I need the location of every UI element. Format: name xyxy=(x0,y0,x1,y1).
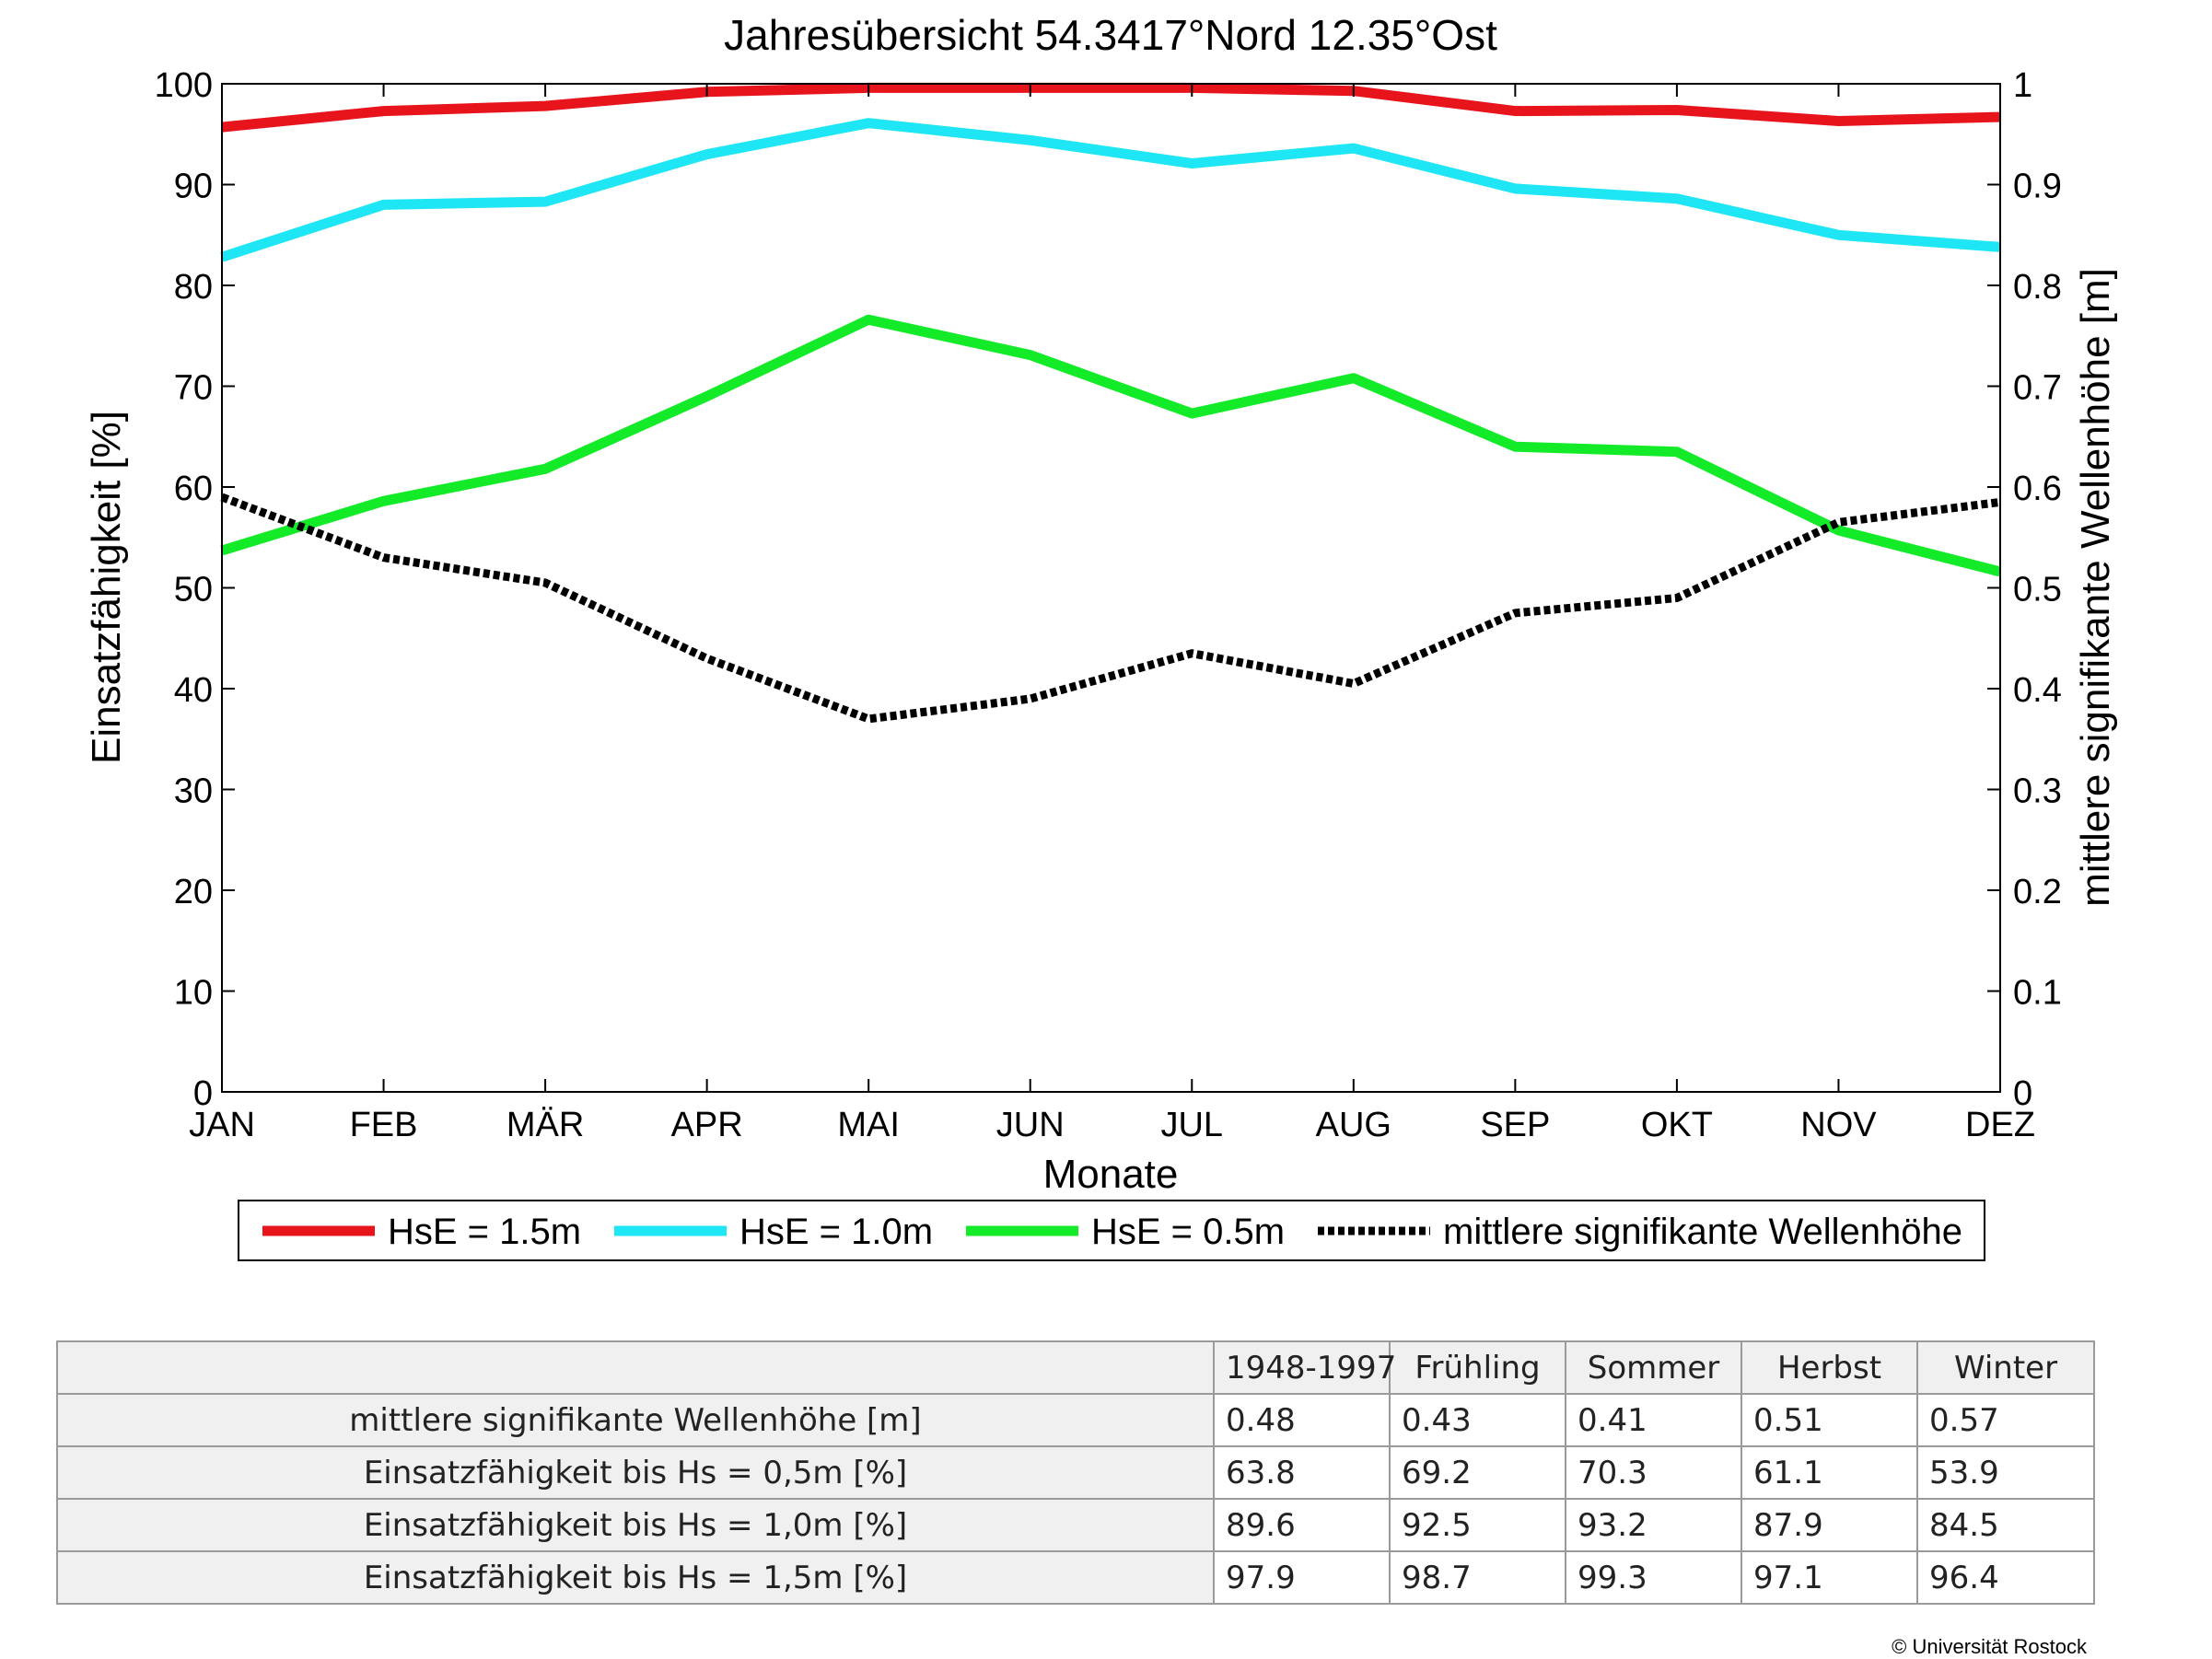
table-cell: 84.5 xyxy=(1917,1499,2094,1551)
row-label: mittlere signifikante Wellenhöhe [m] xyxy=(57,1394,1214,1446)
table-cell: 98.7 xyxy=(1390,1551,1566,1604)
x-tick-label: NOV xyxy=(1800,1106,1877,1144)
table-header-row: 1948-1997 Frühling Sommer Herbst Winter xyxy=(57,1341,2094,1394)
copyright-notice: © Universität Rostock xyxy=(1892,1635,2087,1659)
x-axis-label: Monate xyxy=(1043,1152,1179,1197)
y-tick-label: 90 xyxy=(174,168,213,206)
table-row: Einsatzfähigkeit bis Hs = 0,5m [%] 63.8 … xyxy=(57,1446,2094,1499)
y-tick-label: 30 xyxy=(174,772,213,811)
plot-area-frame xyxy=(222,84,2000,1092)
legend-label-1: HsE = 1.5m xyxy=(388,1212,581,1252)
table-header-autumn: Herbst xyxy=(1741,1341,1917,1394)
table-cell: 0.41 xyxy=(1566,1394,1741,1446)
legend-label-3: HsE = 0.5m xyxy=(1091,1212,1285,1252)
y-tick-label: 70 xyxy=(174,369,213,408)
table-row: Einsatzfähigkeit bis Hs = 1,0m [%] 89.6 … xyxy=(57,1499,2094,1551)
y-tick-label: 10 xyxy=(174,974,213,1013)
y2-tick-label: 0.4 xyxy=(2013,671,2062,710)
series-line-1 xyxy=(222,87,2000,127)
y2-tick-label: 0.2 xyxy=(2013,873,2062,911)
legend: HsE = 1.5m HsE = 1.0m HsE = 0.5m mittlere s… xyxy=(239,1201,1985,1260)
series-line-4 xyxy=(222,497,2000,719)
row-label: Einsatzfähigkeit bis Hs = 0,5m [%] xyxy=(57,1446,1214,1499)
table-cell: 87.9 xyxy=(1741,1499,1917,1551)
table-header-winter: Winter xyxy=(1917,1341,2094,1394)
table-cell: 97.9 xyxy=(1214,1551,1390,1604)
x-tick-label: FEB xyxy=(350,1106,418,1144)
table-cell: 61.1 xyxy=(1741,1446,1917,1499)
x-tick-label: MAI xyxy=(837,1106,900,1144)
table-cell: 63.8 xyxy=(1214,1446,1390,1499)
series-line-2 xyxy=(222,123,2000,258)
x-tick-label: JUL xyxy=(1160,1106,1223,1144)
table-cell: 69.2 xyxy=(1390,1446,1566,1499)
table-cell: 93.2 xyxy=(1566,1499,1741,1551)
y2-tick-label: 1 xyxy=(2013,66,2032,105)
x-tick-label: OKT xyxy=(1641,1106,1713,1144)
y2-axis-label: mittlere signifikante Wellenhöhe [m] xyxy=(2073,268,2118,907)
x-tick-label: MÄR xyxy=(506,1106,584,1144)
series-lines xyxy=(222,87,2000,719)
table-cell: 0.51 xyxy=(1741,1394,1917,1446)
y-tick-label: 20 xyxy=(174,873,213,911)
x-tick-label: JAN xyxy=(189,1106,255,1144)
x-tick-label: JUN xyxy=(996,1106,1065,1144)
table-cell: 0.43 xyxy=(1390,1394,1566,1446)
table-cell: 96.4 xyxy=(1917,1551,2094,1604)
y-axis-label: Einsatzfähigkeit [%] xyxy=(84,411,129,764)
x-tick-label: APR xyxy=(671,1106,743,1144)
row-label: Einsatzfähigkeit bis Hs = 1,5m [%] xyxy=(57,1551,1214,1604)
table-cell: 92.5 xyxy=(1390,1499,1566,1551)
y-tick-label: 60 xyxy=(174,470,213,508)
y-tick-label: 80 xyxy=(174,268,213,307)
table-cell: 97.1 xyxy=(1741,1551,1917,1604)
table-cell: 99.3 xyxy=(1566,1551,1741,1604)
y2-tick-label: 0.5 xyxy=(2013,571,2062,609)
y2-tick-label: 0.8 xyxy=(2013,268,2062,307)
summary-table: 1948-1997 Frühling Sommer Herbst Winter … xyxy=(56,1340,2095,1605)
y-tick-label: 40 xyxy=(174,671,213,710)
x-tick-label: DEZ xyxy=(1965,1106,2035,1144)
table-header-summer: Sommer xyxy=(1566,1341,1741,1394)
y-tick-label: 100 xyxy=(155,66,213,105)
table-header-empty xyxy=(57,1341,1214,1394)
x-tick-label: AUG xyxy=(1316,1106,1391,1144)
y2-tick-label: 0.9 xyxy=(2013,168,2062,206)
table-cell: 0.57 xyxy=(1917,1394,2094,1446)
table-cell: 53.9 xyxy=(1917,1446,2094,1499)
y-tick-label: 50 xyxy=(174,571,213,609)
table-row: Einsatzfähigkeit bis Hs = 1,5m [%] 97.9 … xyxy=(57,1551,2094,1604)
x-tick-label: SEP xyxy=(1480,1106,1550,1144)
y2-tick-label: 0.7 xyxy=(2013,369,2062,408)
table-header-period: 1948-1997 xyxy=(1214,1341,1390,1394)
y2-tick-label: 0.6 xyxy=(2013,470,2062,508)
table-row: mittlere signifikante Wellenhöhe [m] 0.4… xyxy=(57,1394,2094,1446)
y2-tick-label: 0.3 xyxy=(2013,772,2062,811)
legend-label-2: HsE = 1.0m xyxy=(739,1212,933,1252)
table-cell: 0.48 xyxy=(1214,1394,1390,1446)
table-header-spring: Frühling xyxy=(1390,1341,1566,1394)
row-label: Einsatzfähigkeit bis Hs = 1,0m [%] xyxy=(57,1499,1214,1551)
series-line-3 xyxy=(222,319,2000,572)
table-cell: 70.3 xyxy=(1566,1446,1741,1499)
table-cell: 89.6 xyxy=(1214,1499,1390,1551)
chart: Jahresübersicht 54.3417°Nord 12.35°Ost01… xyxy=(0,0,2212,1326)
chart-title: Jahresübersicht 54.3417°Nord 12.35°Ost xyxy=(724,11,1497,59)
y2-tick-label: 0.1 xyxy=(2013,974,2062,1013)
legend-label-4: mittlere signifikante Wellenhöhe xyxy=(1443,1212,1962,1252)
